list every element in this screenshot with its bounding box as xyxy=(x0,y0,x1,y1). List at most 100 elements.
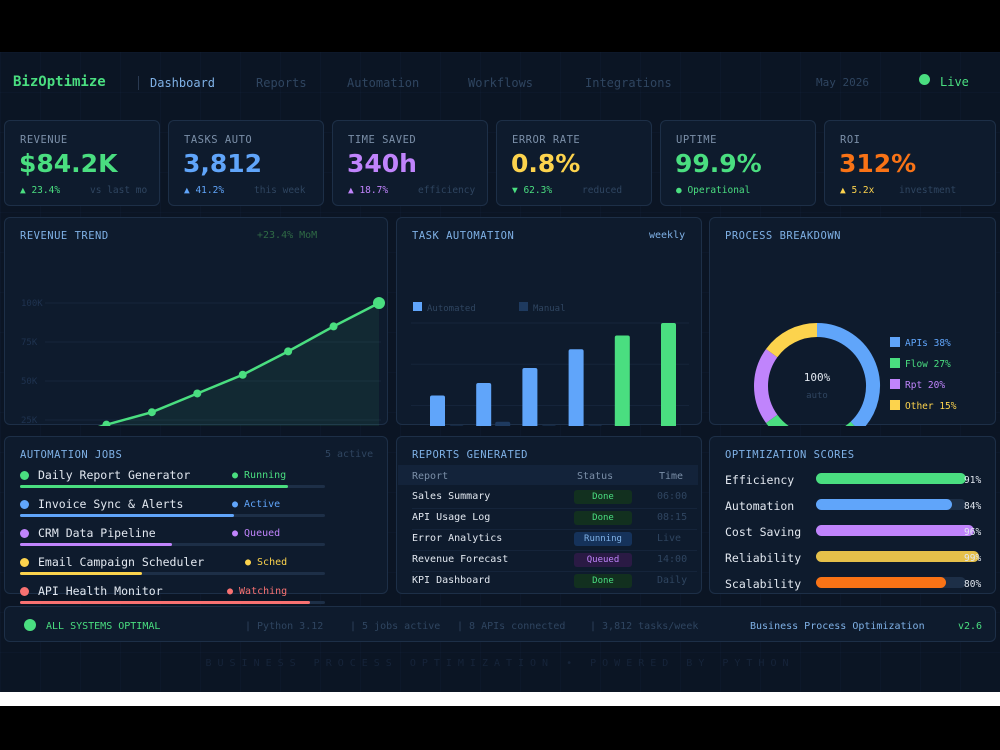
kpi-delta: ▲ 5.2x xyxy=(840,185,875,196)
kpi-note: this week xyxy=(254,185,306,196)
score-bar-scalability xyxy=(816,577,946,588)
kpi-value: 0.8% xyxy=(511,149,581,178)
legend-swatch-manual xyxy=(519,302,528,311)
nav-tab-workflows[interactable]: Workflows xyxy=(468,76,534,90)
report-time: 08:15 xyxy=(657,512,688,523)
job-status-dot-icon xyxy=(20,587,29,596)
legend-swatch xyxy=(890,337,900,347)
job-name: Invoice Sync & Alerts xyxy=(38,497,184,511)
report-time: 06:00 xyxy=(657,491,688,502)
legend-label: Rpt 20% xyxy=(905,380,945,391)
panel-title: TASK AUTOMATION xyxy=(412,230,515,242)
reports-panel: REPORTS GENERATED Report Status Time Sal… xyxy=(396,436,702,594)
donut-slice xyxy=(766,323,818,358)
score-pct: 96% xyxy=(964,527,982,538)
revenue-line-chart: 100K75K50K25K0OctNovDecJanFebMarAprMay xyxy=(21,297,385,426)
nav-tab-reports[interactable]: Reports xyxy=(256,76,307,90)
score-bar-reliability xyxy=(816,551,979,562)
job-progress-bar xyxy=(20,514,234,517)
job-row[interactable]: API Health Monitor ● Watching xyxy=(20,583,350,611)
bar-manual xyxy=(588,425,602,426)
top-nav: BizOptimize Dashboard Reports Automation… xyxy=(0,52,1000,112)
report-time: 14:00 xyxy=(657,554,688,565)
status-main: ALL SYSTEMS OPTIMAL xyxy=(46,621,161,632)
job-status: ● Running xyxy=(232,470,287,481)
job-row[interactable]: Invoice Sync & Alerts ● Active xyxy=(20,496,350,524)
score-label-automation: Automation xyxy=(725,499,795,513)
job-status-dot-icon xyxy=(20,471,29,480)
revenue-trend-panel: REVENUE TREND +23.4% MoM 100K75K50K25K0O… xyxy=(4,217,388,426)
reports-header-report: Report xyxy=(412,471,449,482)
donut-center-label: auto xyxy=(806,391,828,401)
table-row[interactable]: Revenue Forecast Queued 14:00 xyxy=(412,550,697,572)
job-status: ● Active xyxy=(232,499,281,510)
job-row[interactable]: Daily Report Generator ● Running xyxy=(20,467,350,495)
panel-title: AUTOMATION JOBS xyxy=(20,449,123,461)
job-name: Daily Report Generator xyxy=(38,468,191,482)
job-row[interactable]: CRM Data Pipeline ● Queued xyxy=(20,525,350,553)
job-progress-track xyxy=(20,543,325,546)
kpi-card-tasks[interactable]: TASKS AUTO 3,812 ▲ 41.2% this week xyxy=(168,120,324,206)
job-name: Email Campaign Scheduler xyxy=(38,555,205,569)
score-track xyxy=(816,577,966,588)
kpi-delta: ● Operational xyxy=(676,185,751,196)
table-row[interactable]: Error Analytics Running Live xyxy=(412,529,697,551)
reports-header-status: Status xyxy=(577,471,614,482)
kpi-label: REVENUE xyxy=(20,134,68,146)
kpi-card-error-rate[interactable]: ERROR RATE 0.8% ▼ 62.3% reduced xyxy=(496,120,652,206)
job-progress-bar xyxy=(20,601,310,604)
status-bar: ALL SYSTEMS OPTIMAL | Python 3.12 | 5 jo… xyxy=(4,606,996,642)
job-progress-track xyxy=(20,572,325,575)
footer-text: BUSINESS PROCESS OPTIMIZATION • POWERED … xyxy=(205,658,795,669)
reports-header-time: Time xyxy=(659,471,684,482)
job-status: ● Queued xyxy=(232,528,281,539)
kpi-label: ROI xyxy=(840,134,861,146)
report-status-badge: Running xyxy=(574,532,632,546)
line-point xyxy=(238,370,247,379)
kpi-value: $84.2K xyxy=(19,149,118,178)
score-bar-automation xyxy=(816,499,952,510)
score-bar-efficiency xyxy=(816,473,966,484)
job-progress-bar xyxy=(20,485,288,488)
automation-jobs-panel: AUTOMATION JOBS 5 active Daily Report Ge… xyxy=(4,436,388,604)
kpi-card-roi[interactable]: ROI 312% ▲ 5.2x investment xyxy=(824,120,996,206)
kpi-value: 99.9% xyxy=(675,149,762,178)
report-status-badge: Done xyxy=(574,574,632,588)
kpi-card-revenue[interactable]: REVENUE $84.2K ▲ 23.4% vs last mo xyxy=(4,120,160,206)
bar-automated xyxy=(661,323,676,426)
line-point xyxy=(329,322,338,331)
task-automation-panel: TASK AUTOMATION weekly AutomatedManualW1… xyxy=(396,217,702,426)
score-track xyxy=(816,551,979,562)
score-pct: 91% xyxy=(964,475,982,486)
report-name: API Usage Log xyxy=(412,512,491,523)
kpi-card-uptime[interactable]: UPTIME 99.9% ● Operational xyxy=(660,120,816,206)
table-row[interactable]: KPI Dashboard Done Daily xyxy=(412,571,697,592)
kpi-label: TIME SAVED xyxy=(348,134,417,146)
table-row[interactable]: Sales Summary Done 06:00 xyxy=(412,487,697,509)
white-band xyxy=(0,692,1000,706)
report-name: KPI Dashboard xyxy=(412,575,491,586)
job-row[interactable]: Email Campaign Scheduler ● Sched xyxy=(20,554,350,582)
nav-tab-dashboard[interactable]: Dashboard xyxy=(150,76,216,90)
nav-date: May 2026 xyxy=(816,76,869,89)
donut-slice xyxy=(766,414,855,426)
line-point xyxy=(147,408,156,417)
y-tick-label: 75K xyxy=(21,338,38,348)
revenue-growth-note: +23.4% MoM xyxy=(257,230,318,241)
y-tick-label: 25K xyxy=(21,416,38,426)
jobs-active-count: 5 active xyxy=(325,449,374,460)
line-point xyxy=(284,347,293,356)
legend-swatch xyxy=(890,358,900,368)
kpi-card-time-saved[interactable]: TIME SAVED 340h ▲ 18.7% efficiency xyxy=(332,120,488,206)
table-row[interactable]: API Usage Log Done 08:15 xyxy=(412,508,697,530)
nav-tab-automation[interactable]: Automation xyxy=(347,76,420,90)
score-pct: 84% xyxy=(964,501,982,512)
kpi-label: ERROR RATE xyxy=(512,134,581,146)
nav-divider xyxy=(138,76,139,90)
kpi-value: 340h xyxy=(347,149,417,178)
report-status-badge: Done xyxy=(574,490,632,504)
live-indicator-icon xyxy=(919,74,930,85)
nav-tab-integrations[interactable]: Integrations xyxy=(585,76,672,90)
optimization-scores-panel: OPTIMIZATION SCORES Efficiency 91% Autom… xyxy=(709,436,996,594)
kpi-note: efficiency xyxy=(418,185,476,196)
